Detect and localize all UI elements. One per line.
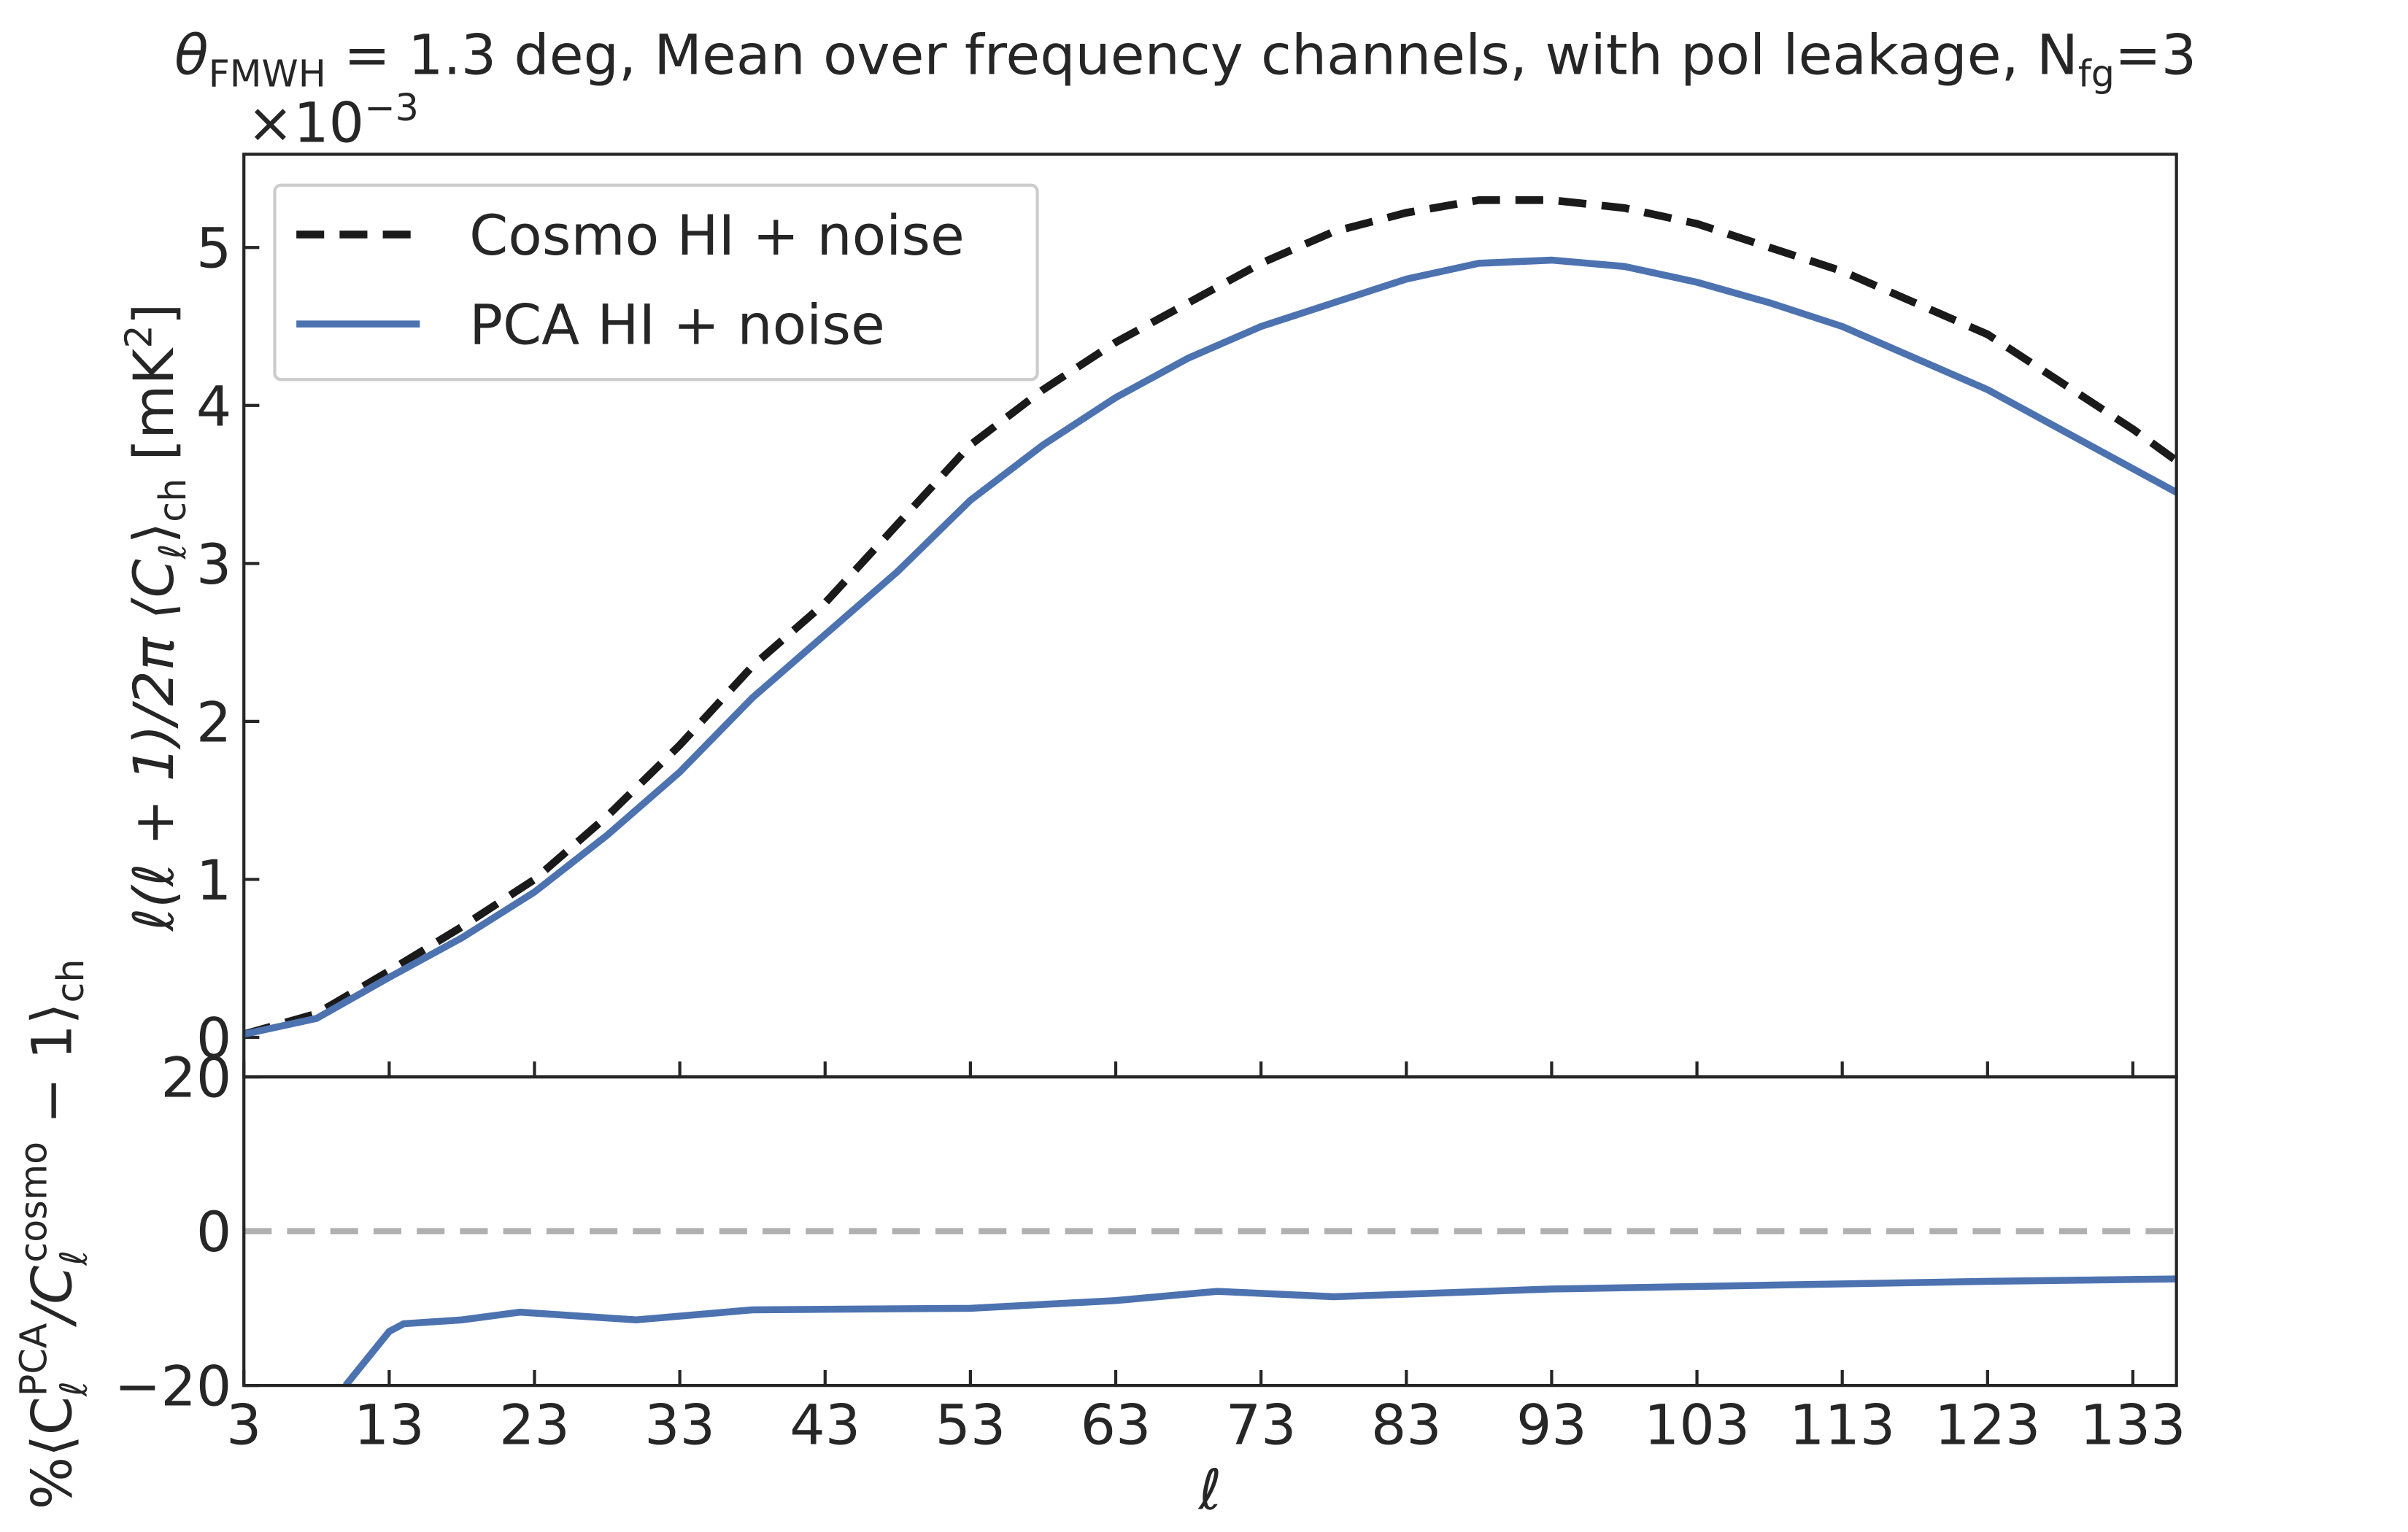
x-tick-label: 3 (226, 1392, 261, 1457)
x-tick-label: 33 (644, 1392, 715, 1457)
legend-label: PCA HI + noise (469, 293, 885, 357)
offset-part: −3 (364, 86, 419, 129)
y-tick-label: 2 (196, 689, 231, 754)
x-tick-label: 63 (1081, 1392, 1151, 1457)
label-part: − 1⟩ (19, 1003, 84, 1142)
title-part: FMWH (209, 52, 326, 95)
x-tick-label: 83 (1371, 1392, 1442, 1457)
y-tick-label: 4 (196, 374, 231, 438)
title-part: fg (2078, 52, 2115, 95)
x-tick-label: 53 (935, 1392, 1006, 1457)
y-axis-label: %⟨CℓPCA/Cℓcosmo − 1⟩ch (12, 959, 95, 1509)
y-tick-label: 3 (196, 532, 231, 597)
label-part: ch (49, 959, 92, 1002)
x-tick-label: 43 (790, 1392, 860, 1457)
label-part: ℓ (151, 543, 194, 560)
title-part: =3 (2115, 23, 2196, 88)
label-part: ℓ (52, 1381, 95, 1397)
label-part: 2 (117, 325, 160, 348)
x-tick-label: 103 (1644, 1392, 1750, 1457)
x-tick-label: 123 (1934, 1392, 2040, 1457)
label-part: ] (121, 303, 186, 325)
offset-part: ×10 (247, 90, 364, 155)
chart-title: θFMWH = 1.3 deg, Mean over frequency cha… (174, 23, 2196, 96)
label-part: [mK (121, 347, 186, 479)
label-part: %⟨C (19, 1396, 84, 1509)
x-tick-label: 93 (1516, 1392, 1587, 1457)
y-tick-label: 20 (161, 1045, 231, 1110)
data-line (342, 1275, 2177, 1386)
y-tick-label: 0 (196, 1199, 231, 1264)
y-tick-label: 0 (196, 1005, 231, 1070)
x-tick-label: 13 (354, 1392, 425, 1457)
label-part: ℓ(ℓ + 1)/2π ⟨C (121, 559, 186, 932)
legend-label: Cosmo HI + noise (469, 203, 965, 268)
y-tick-label: 5 (196, 216, 231, 281)
x-tick-label: 73 (1226, 1392, 1297, 1457)
x-tick-label: 113 (1789, 1392, 1895, 1457)
title-part: = 1.3 deg, Mean over frequency channels,… (326, 23, 2078, 88)
label-part: ch (151, 479, 194, 522)
label-part: cosmo (12, 1142, 55, 1263)
y-tick-label: −20 (115, 1354, 232, 1419)
label-part: /C (19, 1266, 84, 1328)
y-axis-label: ℓ(ℓ + 1)/2π ⟨Cℓ⟩ch [mK2] (117, 303, 194, 932)
axes-frame (242, 1075, 2178, 1388)
y-tick-label: 1 (196, 848, 231, 913)
label-part: PCA (12, 1323, 55, 1396)
offset-text: ×10−3 (247, 86, 419, 155)
x-axis-label: ℓ (1197, 1457, 1222, 1522)
label-part: ℓ (52, 1250, 95, 1266)
data-line (244, 256, 2177, 1038)
title-part: θ (174, 23, 209, 88)
legend-box (273, 183, 1039, 382)
x-tick-label: 133 (2080, 1392, 2185, 1457)
label-part: ⟩ (121, 522, 186, 544)
x-tick-label: 23 (499, 1392, 570, 1457)
